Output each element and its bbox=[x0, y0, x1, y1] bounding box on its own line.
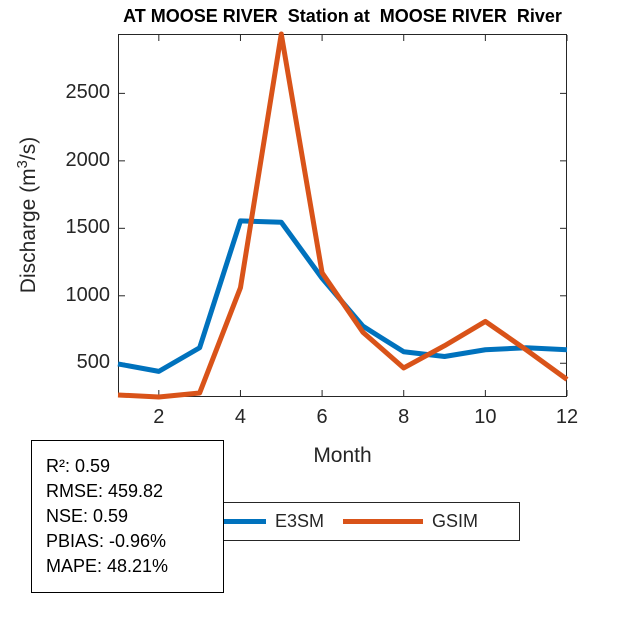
x-axis-label: Month bbox=[313, 444, 372, 467]
stat-rmse: RMSE: 459.82 bbox=[46, 481, 164, 501]
y-tick-label: 1000 bbox=[65, 283, 111, 306]
y-tick-label: 500 bbox=[76, 351, 110, 374]
y-tick-label: 2000 bbox=[65, 148, 111, 171]
stats-box: R²: 0.59 RMSE: 459.82 NSE: 0.59 PBIAS: -… bbox=[31, 440, 224, 593]
stat-r2: R²: 0.59 bbox=[46, 456, 111, 476]
legend-label-gsim: GSIM bbox=[432, 511, 479, 531]
x-tick-label: 12 bbox=[555, 406, 579, 428]
legend-label-e3sm: E3SM bbox=[275, 511, 325, 531]
x-tick-label: 10 bbox=[474, 406, 497, 428]
x-tick-label: 8 bbox=[398, 406, 410, 428]
x-tick-label: 4 bbox=[234, 406, 247, 428]
x-tick-label: 6 bbox=[316, 406, 328, 428]
legend-line-gsim bbox=[343, 519, 424, 524]
y-tick-label: 2500 bbox=[65, 81, 111, 104]
series-line-e3sm bbox=[117, 218, 568, 374]
stat-nse: NSE: 0.59 bbox=[46, 506, 129, 526]
y-tick-label: 1500 bbox=[65, 216, 111, 239]
plot-area bbox=[117, 31, 569, 400]
stat-pbias: PBIAS: -0.96% bbox=[46, 531, 167, 551]
axes-box bbox=[118, 34, 567, 397]
stat-mape: MAPE: 48.21% bbox=[46, 556, 169, 576]
series-line-gsim bbox=[117, 31, 569, 400]
x-tick-label: 2 bbox=[153, 406, 165, 428]
legend: E3SM GSIM bbox=[177, 502, 520, 541]
legend-line-e3sm bbox=[186, 519, 266, 524]
chart-title: AT MOOSE RIVER Station at MOOSE RIVER Ri… bbox=[123, 6, 562, 26]
